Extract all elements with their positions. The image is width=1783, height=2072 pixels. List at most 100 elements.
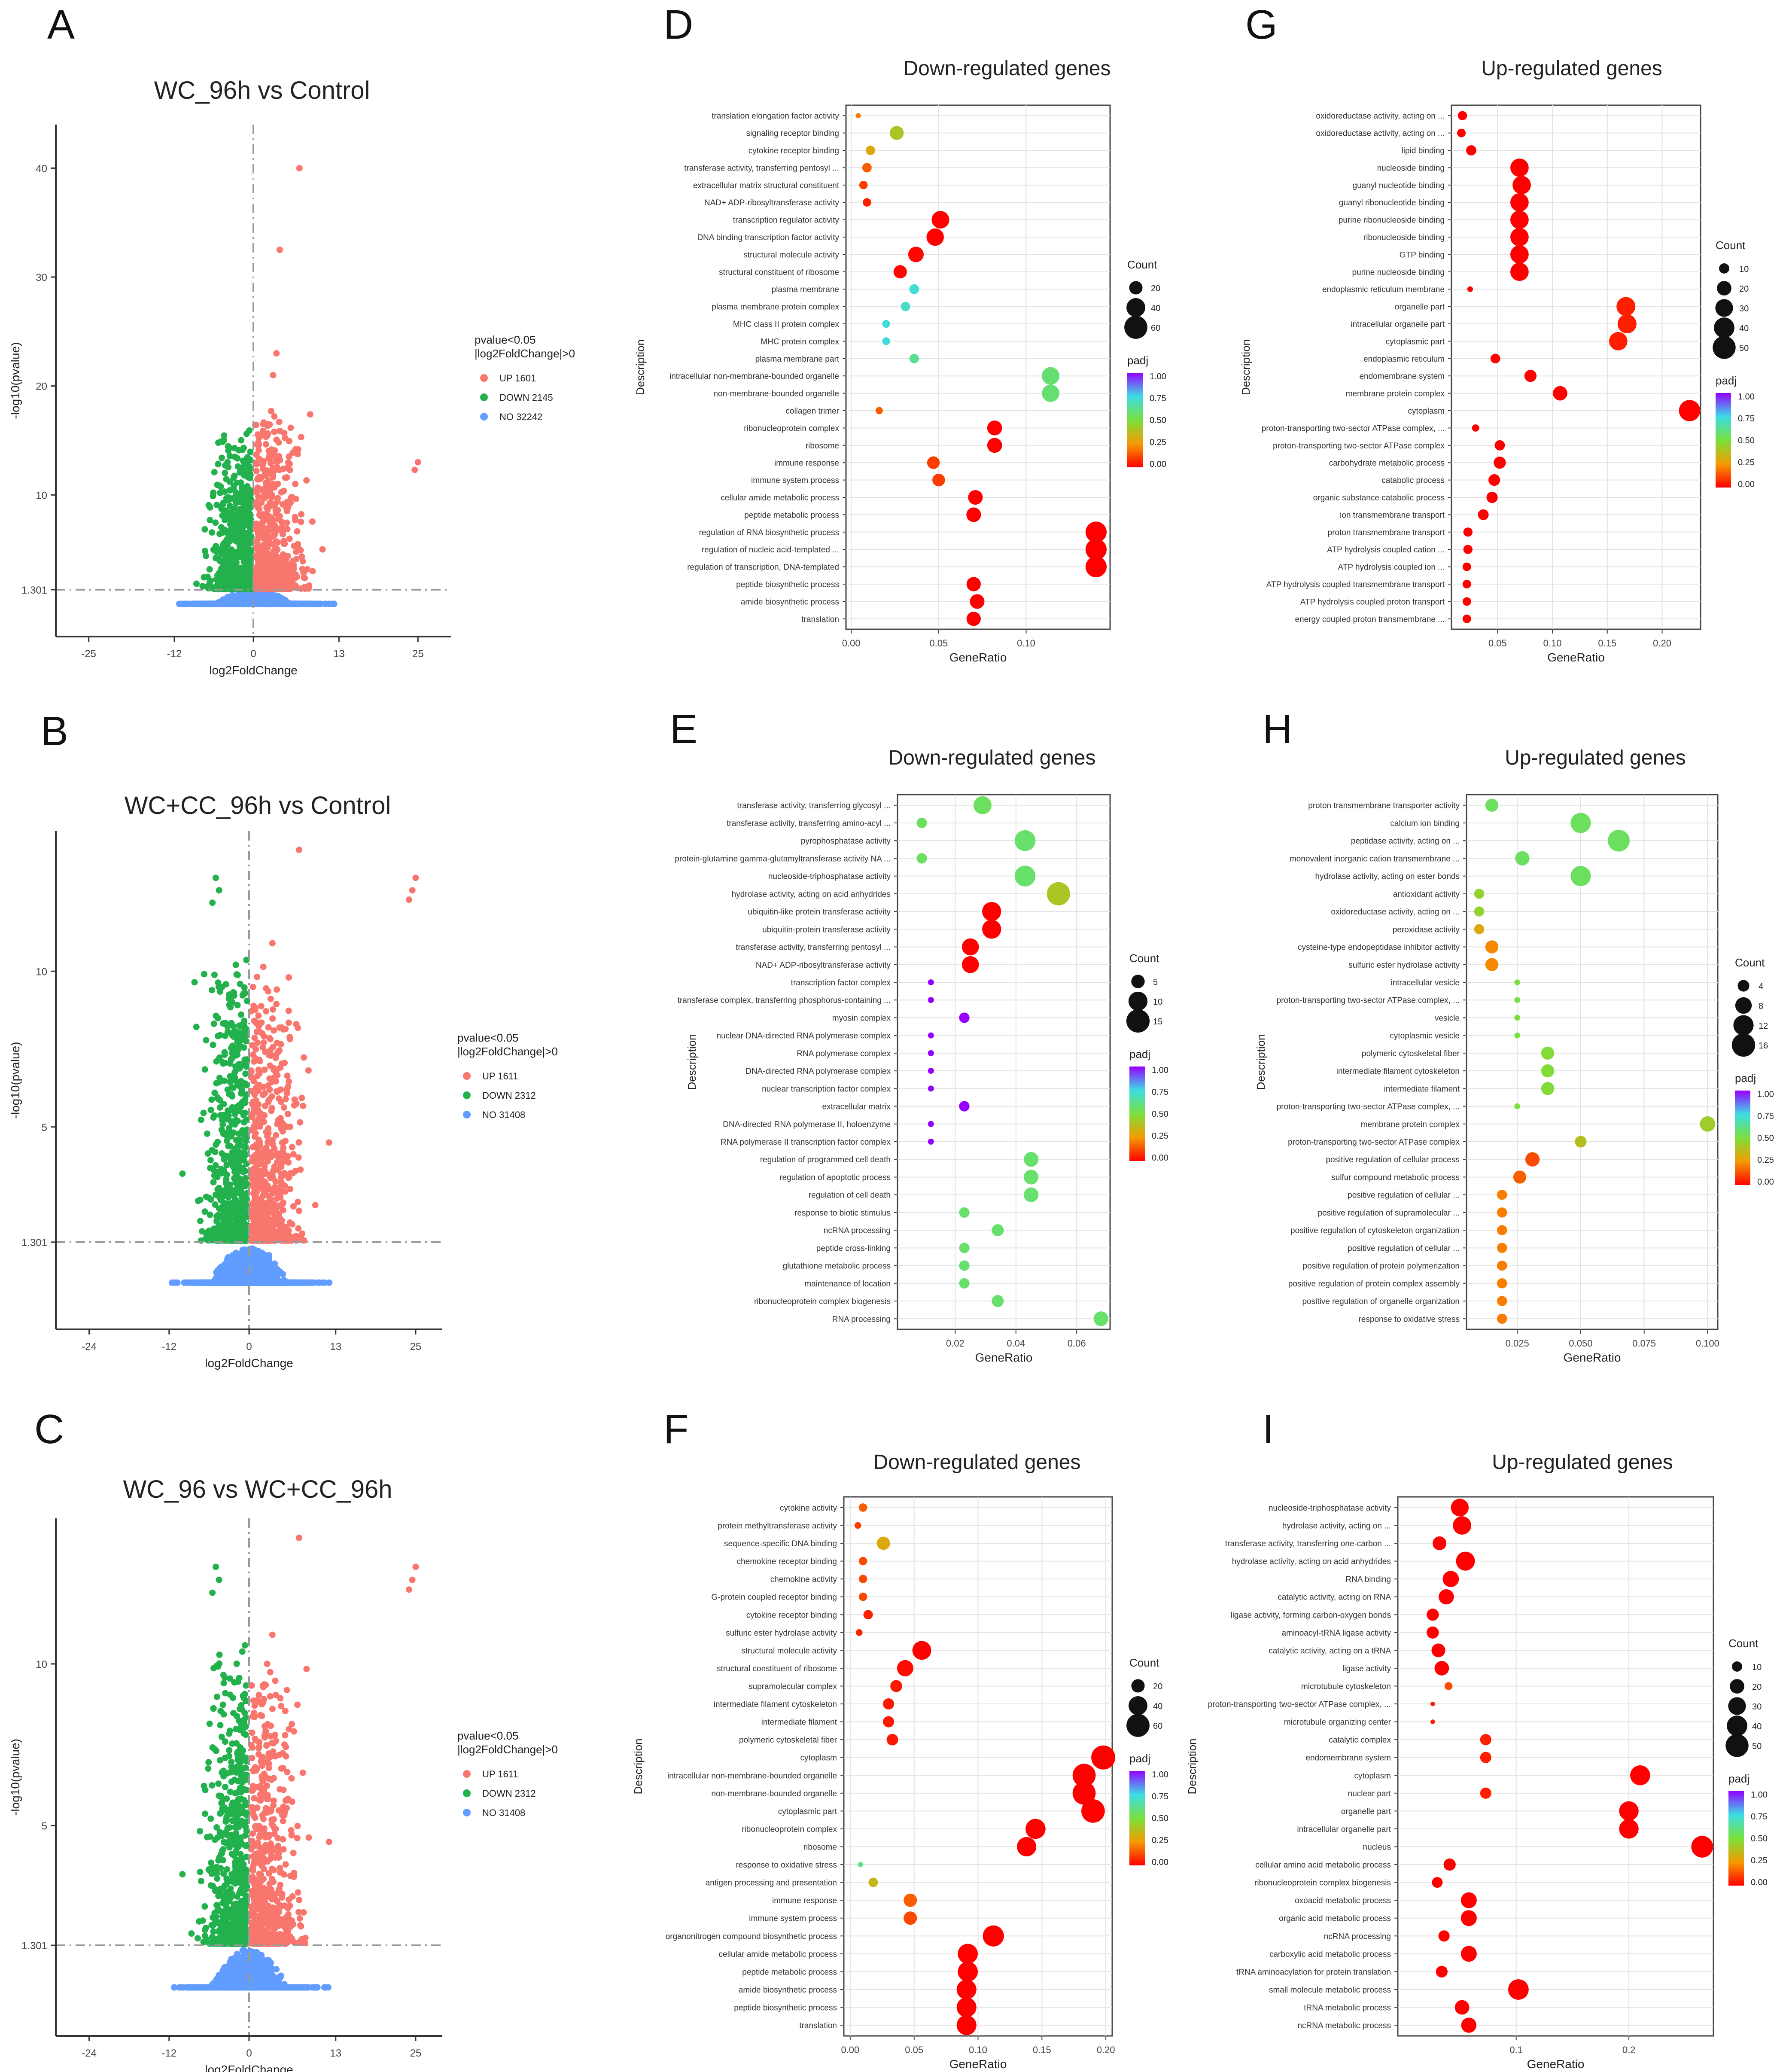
down-point	[237, 1043, 244, 1050]
up-point	[255, 504, 262, 511]
up-point	[286, 572, 293, 579]
down-point	[218, 506, 225, 512]
down-point	[239, 510, 246, 517]
up-point	[258, 575, 265, 582]
up-point	[284, 1111, 291, 1118]
up-point	[265, 454, 272, 461]
up-point	[265, 1024, 272, 1031]
down-point	[213, 1080, 220, 1087]
down-point	[207, 1211, 213, 1218]
down-point	[193, 580, 200, 587]
up-point	[263, 559, 270, 566]
no-point	[207, 600, 214, 607]
up-point	[298, 518, 304, 525]
down-point	[232, 1052, 239, 1059]
up-point	[298, 511, 305, 518]
down-point	[234, 463, 241, 470]
down-point	[235, 1179, 242, 1186]
down-point	[213, 546, 220, 553]
no-point	[246, 600, 253, 607]
no-point	[299, 1279, 306, 1286]
up-point	[319, 546, 326, 553]
down-point	[207, 517, 213, 524]
down-point	[215, 1015, 222, 1022]
up-point	[273, 1001, 280, 1008]
no-point	[309, 1279, 316, 1286]
up-point	[265, 489, 271, 496]
down-point	[212, 519, 219, 526]
down-point	[208, 1096, 215, 1103]
down-point	[217, 483, 224, 490]
down-point	[224, 1028, 231, 1035]
x-tick-label: 0	[250, 648, 256, 660]
down-point	[212, 1201, 219, 1208]
no-point	[218, 1279, 225, 1286]
down-point	[227, 997, 234, 1004]
up-point	[299, 566, 306, 573]
panel-label: A	[47, 2, 75, 48]
up-point	[271, 566, 277, 573]
down-point	[210, 1020, 217, 1027]
up-point	[276, 247, 283, 253]
down-point	[215, 1189, 222, 1196]
down-point	[204, 1229, 211, 1236]
down-point	[243, 1138, 249, 1145]
down-point	[226, 1211, 233, 1218]
down-point	[238, 585, 245, 592]
up-point	[294, 528, 301, 535]
up-point	[284, 552, 291, 559]
up-point	[309, 568, 316, 575]
no-point	[244, 1266, 251, 1273]
down-point	[232, 961, 239, 968]
no-point	[204, 1279, 210, 1286]
down-point	[215, 1096, 222, 1103]
x-tick-label: 25	[412, 648, 424, 660]
up-point	[289, 1221, 295, 1228]
down-point	[246, 524, 253, 531]
legend-swatch	[480, 413, 488, 420]
down-point	[210, 1179, 217, 1185]
down-point	[220, 1211, 227, 1218]
down-point	[201, 526, 208, 533]
down-point	[204, 1150, 211, 1157]
down-point	[211, 1112, 218, 1119]
no-point	[213, 600, 220, 607]
up-point	[277, 1041, 284, 1048]
down-point	[239, 1098, 246, 1105]
down-point	[240, 445, 247, 451]
data-points	[168, 847, 419, 1286]
down-point	[240, 1112, 247, 1118]
up-point	[281, 1182, 288, 1189]
legend-title-line: pvalue<0.05	[475, 333, 536, 346]
up-point	[256, 473, 263, 480]
down-point	[224, 1233, 231, 1240]
up-point	[271, 413, 278, 420]
no-point	[270, 1279, 277, 1286]
up-point	[256, 512, 263, 518]
up-point	[289, 449, 296, 456]
down-point	[228, 566, 235, 573]
down-point	[214, 1226, 221, 1233]
down-point	[234, 1002, 241, 1009]
down-point	[206, 1194, 213, 1201]
no-point	[255, 1279, 262, 1286]
up-point	[290, 565, 297, 572]
down-point	[239, 992, 246, 999]
down-point	[207, 1157, 214, 1164]
up-point	[272, 529, 279, 536]
down-point	[237, 534, 244, 541]
down-point	[217, 571, 224, 578]
down-point	[206, 566, 213, 573]
no-point	[218, 1266, 225, 1273]
up-point	[298, 434, 304, 441]
legend-swatch	[480, 393, 488, 401]
up-point	[270, 372, 277, 378]
down-point	[225, 447, 232, 454]
down-point	[224, 571, 231, 578]
down-point	[236, 469, 243, 476]
down-point	[201, 548, 208, 555]
up-point	[283, 508, 290, 515]
down-point	[231, 533, 238, 540]
up-point	[295, 1225, 302, 1232]
